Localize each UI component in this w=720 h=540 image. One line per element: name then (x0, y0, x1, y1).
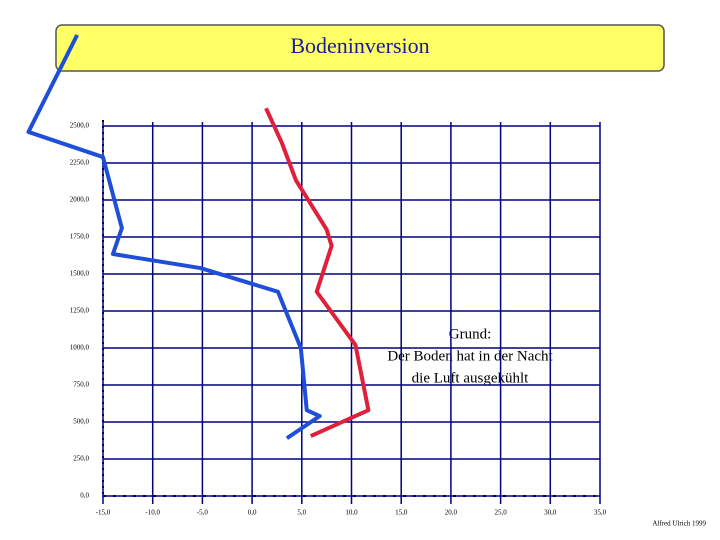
title-box (55, 24, 665, 72)
x-tick-label: 0,0 (248, 509, 257, 517)
y-tick-label: 0,0 (80, 492, 89, 500)
y-tick-label: 750,0 (73, 381, 89, 389)
x-tick-label: 30,0 (544, 509, 557, 517)
x-tick-label: 15,0 (395, 509, 408, 517)
x-tick-label: -5,0 (197, 509, 209, 517)
footer: Alfred Ulrich 1999 (652, 520, 706, 528)
annotation: die Luft ausgekühlt (412, 370, 529, 386)
y-tick-label: 2500,0 (70, 122, 90, 130)
line-series (26, 34, 322, 440)
annotation: Der Boden hat in der Nacht (387, 348, 553, 364)
y-tick-label: 500,0 (73, 418, 89, 426)
y-tick-label: 2250,0 (70, 159, 90, 167)
y-tick-label: 2000,0 (70, 196, 90, 204)
x-tick-label: 25,0 (494, 509, 507, 517)
x-tick-label: 35,0 (594, 509, 607, 517)
x-tick-label: 20,0 (445, 509, 458, 517)
y-tick-label: 1000,0 (70, 344, 90, 352)
y-tick-label: 1750,0 (70, 233, 90, 241)
y-tick-label: 1250,0 (70, 307, 90, 315)
chart-title: Bodeninversion (290, 33, 429, 58)
x-tick-label: -10,0 (145, 509, 160, 517)
y-tick-label: 250,0 (73, 455, 89, 463)
x-tick-label: 5,0 (297, 509, 306, 517)
x-tick-label: 10,0 (345, 509, 358, 517)
x-tick-label: -15,0 (96, 509, 111, 517)
annotation: Grund: (449, 326, 492, 342)
y-tick-label: 1500,0 (70, 270, 90, 278)
line-series (264, 107, 371, 438)
